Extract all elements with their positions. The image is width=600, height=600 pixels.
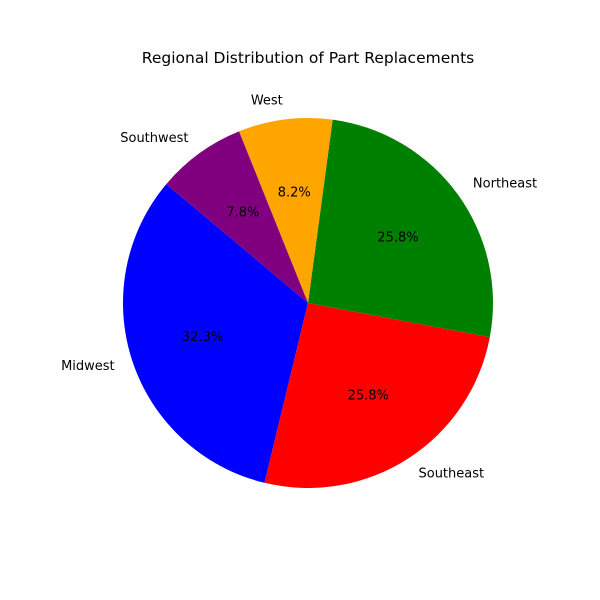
slice-label-northeast: Northeast [473, 176, 537, 191]
pie-slices [122, 118, 494, 488]
pie-slice-midwest [122, 184, 308, 483]
slice-pct-northeast: 25.8% [377, 230, 418, 245]
slice-pct-southwest: 7.8% [226, 206, 259, 221]
slice-pct-west: 8.2% [278, 185, 311, 200]
slice-label-midwest: Midwest [61, 359, 115, 374]
slice-pct-midwest: 32.3% [182, 330, 223, 345]
pie-labels: Midwest 32.3% Southeast 25.8% Northeast 25.8%… [61, 94, 537, 482]
chart-title: Regional Distribution of Part Replacemen… [142, 49, 474, 67]
slice-label-southwest: Southwest [120, 131, 188, 146]
pie-slice-southeast [264, 303, 490, 488]
slice-label-southeast: Southeast [418, 466, 484, 481]
slice-label-west: West [251, 94, 283, 109]
pie-slice-west [239, 118, 333, 303]
pie-slice-northeast [308, 119, 494, 338]
pie-slice-southwest [166, 131, 308, 303]
slice-pct-southeast: 25.8% [348, 389, 389, 404]
